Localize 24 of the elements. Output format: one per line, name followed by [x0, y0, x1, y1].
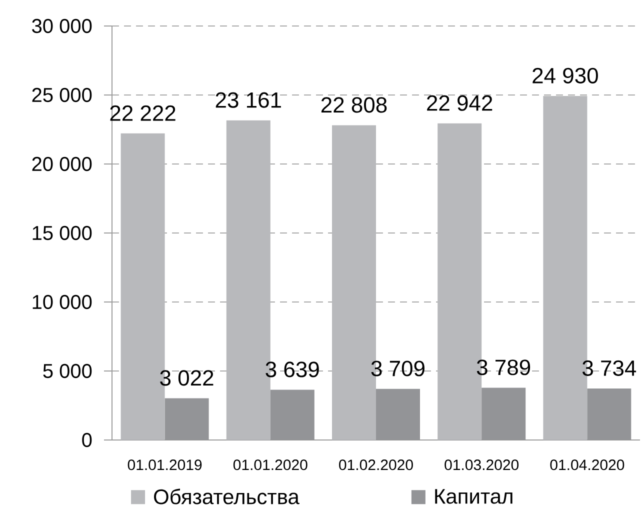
y-tick-label: 25 000 [32, 88, 92, 102]
data-label: 22 808 [321, 97, 387, 113]
x-tick-label: 01.01.2020 [233, 460, 308, 470]
legend-label: Капитал [435, 489, 512, 504]
y-tick-label: 20 000 [32, 156, 92, 172]
y-tick-label: 0 [82, 432, 92, 448]
x-tick-label: 01.04.2020 [550, 460, 624, 470]
data-label: 24 930 [532, 68, 598, 84]
data-label: 3 022 [160, 370, 214, 386]
y-tick-label: 15 000 [32, 226, 92, 240]
data-label: 3 639 [266, 362, 319, 378]
x-tick-label: 01.02.2020 [339, 460, 413, 470]
y-tick-label: 5 000 [43, 364, 92, 378]
legend-label: Обязательства [154, 488, 300, 504]
data-label: 3 734 [582, 360, 636, 376]
data-label: 23 161 [216, 92, 281, 108]
y-tick-label: 10 000 [32, 294, 92, 310]
x-tick-label: 01.03.2020 [444, 460, 519, 470]
data-label: 3 789 [476, 360, 530, 376]
x-tick-label: 01.01.2019 [128, 460, 202, 470]
data-label: 22 942 [427, 95, 492, 111]
data-label: 22 222 [110, 105, 176, 121]
data-label: 3 709 [371, 360, 424, 376]
y-tick-label: 30 000 [32, 18, 92, 34]
